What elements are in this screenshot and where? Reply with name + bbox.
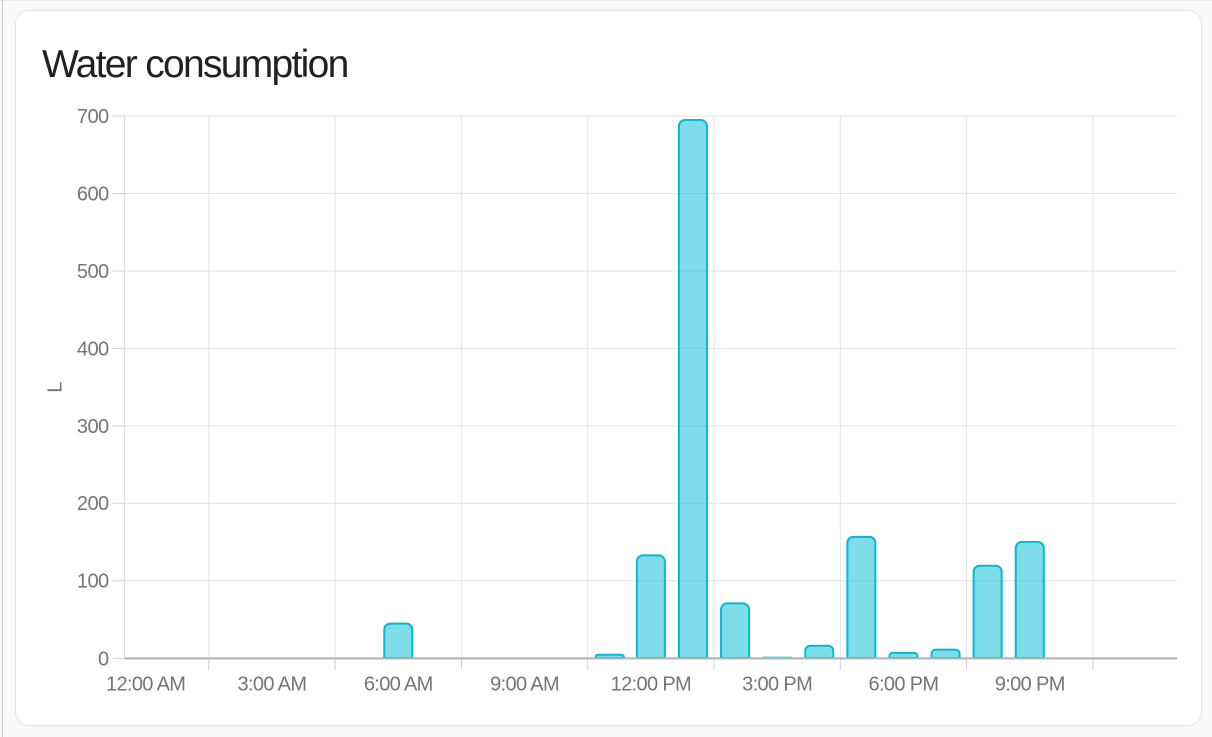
svg-text:0: 0 [98,648,109,670]
svg-text:9:00 PM: 9:00 PM [995,674,1065,696]
svg-text:L: L [45,382,67,393]
svg-text:100: 100 [77,571,109,593]
svg-text:6:00 AM: 6:00 AM [364,674,433,696]
svg-text:400: 400 [77,338,109,360]
svg-text:12:00 AM: 12:00 AM [106,674,185,696]
svg-text:12:00 PM: 12:00 PM [611,674,691,696]
svg-text:3:00 AM: 3:00 AM [238,674,307,696]
svg-text:300: 300 [77,416,109,438]
svg-text:9:00 AM: 9:00 AM [490,674,559,696]
svg-text:700: 700 [77,106,109,128]
svg-text:3:00 PM: 3:00 PM [742,674,812,696]
svg-text:200: 200 [77,493,109,515]
svg-text:6:00 PM: 6:00 PM [868,674,938,696]
svg-text:600: 600 [77,183,109,205]
svg-text:500: 500 [77,261,109,283]
